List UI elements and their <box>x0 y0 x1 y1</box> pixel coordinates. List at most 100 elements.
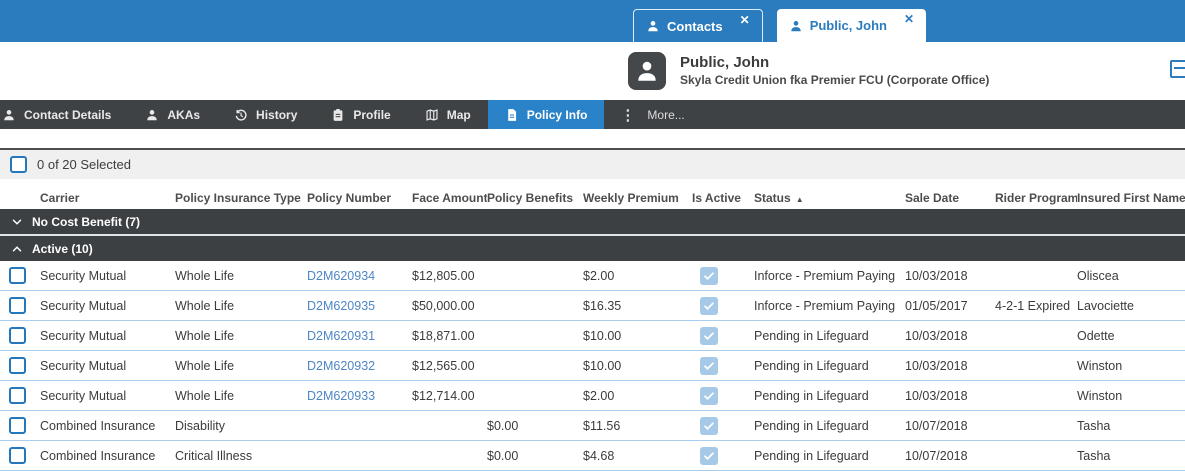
policy-number-link[interactable]: D2M620935 <box>307 298 376 313</box>
nav-label: History <box>256 107 298 122</box>
cell-policy-insurance-type: Disability <box>175 418 226 433</box>
cell-sale-date: 10/03/2018 <box>905 328 968 343</box>
close-icon[interactable]: ✕ <box>739 13 750 27</box>
row-checkbox[interactable] <box>9 327 26 344</box>
row-checkbox[interactable] <box>9 387 26 404</box>
table-row[interactable]: Combined Insurance Critical Illness $0.0… <box>0 441 1185 471</box>
table-row[interactable]: Security Mutual Whole Life D2M620934 $12… <box>0 261 1185 291</box>
is-active-checkbox[interactable] <box>700 386 718 405</box>
is-active-checkbox[interactable] <box>700 266 718 285</box>
map-icon <box>426 108 438 121</box>
check-icon <box>704 301 714 310</box>
col-header-rider-program[interactable]: Rider Program <box>995 190 1077 205</box>
table-row[interactable]: Security Mutual Whole Life D2M620931 $18… <box>0 321 1185 351</box>
nav-map[interactable]: Map <box>408 100 488 129</box>
group-label: Active (10) <box>32 241 93 256</box>
table-row[interactable]: Security Mutual Whole Life D2M620932 $12… <box>0 351 1185 381</box>
table-row[interactable]: Combined Insurance Disability $0.00 $11.… <box>0 411 1185 441</box>
row-checkbox[interactable] <box>9 267 26 284</box>
cell-policy-benefits: $0.00 <box>487 448 519 463</box>
person-icon <box>638 61 656 81</box>
check-icon <box>704 421 714 430</box>
cell-status: Pending in Lifeguard <box>754 328 869 343</box>
tab-bar: Contacts ✕ Public, John ✕ <box>0 0 1185 42</box>
cell-weekly-premium: $11.56 <box>583 418 621 433</box>
nav-contact-details[interactable]: Contact Details <box>0 100 128 129</box>
cell-carrier: Combined Insurance <box>40 448 156 463</box>
tab-contacts[interactable]: Contacts ✕ <box>633 9 763 42</box>
row-checkbox[interactable] <box>9 357 26 374</box>
nav-label: Map <box>446 107 471 122</box>
check-icon <box>704 391 714 400</box>
policy-number-link[interactable]: D2M620932 <box>307 358 376 373</box>
row-checkbox[interactable] <box>9 417 26 434</box>
close-icon[interactable]: ✕ <box>903 12 915 26</box>
cell-carrier: Security Mutual <box>40 388 127 403</box>
history-clock-icon <box>235 108 247 121</box>
kebab-menu-icon: ⋮ <box>620 106 636 124</box>
nav-policy-info[interactable]: Policy Info <box>487 100 605 129</box>
person-icon <box>648 21 658 32</box>
is-active-checkbox[interactable] <box>700 356 718 375</box>
cell-insured-first-name: Odette <box>1077 328 1115 343</box>
nav-more[interactable]: ⋮ More... <box>604 100 700 129</box>
cell-insured-first-name: Tasha <box>1077 418 1111 433</box>
is-active-checkbox[interactable] <box>700 326 718 345</box>
col-header-is-active[interactable]: Is Active <box>692 190 741 205</box>
tab-public-john[interactable]: Public, John ✕ <box>776 9 927 42</box>
sort-asc-icon: ▲ <box>795 194 804 204</box>
is-active-checkbox[interactable] <box>700 296 718 315</box>
col-header-insured-first-name[interactable]: Insured First Name <box>1077 190 1185 205</box>
cell-policy-benefits: $0.00 <box>487 418 519 433</box>
nav-history[interactable]: History <box>217 100 314 129</box>
cell-weekly-premium: $16.35 <box>583 298 622 313</box>
col-header-status[interactable]: Status ▲ <box>754 190 804 205</box>
tab-label: Contacts <box>667 18 723 34</box>
col-header-carrier[interactable]: Carrier <box>40 190 80 205</box>
group-label: No Cost Benefit (7) <box>32 214 140 229</box>
col-header-face-amount[interactable]: Face Amount <box>412 190 487 205</box>
cell-weekly-premium: $10.00 <box>583 328 622 343</box>
cell-policy-insurance-type: Whole Life <box>175 388 235 403</box>
cell-policy-insurance-type: Whole Life <box>175 358 235 373</box>
check-icon <box>704 361 714 370</box>
cell-insured-first-name: Oliscea <box>1077 268 1119 283</box>
spacer <box>0 129 1185 148</box>
nav-akas[interactable]: AKAs <box>128 100 217 129</box>
chevron-down-icon <box>12 219 22 224</box>
policy-number-link[interactable]: D2M620933 <box>307 388 376 403</box>
is-active-checkbox[interactable] <box>700 416 718 435</box>
policy-number-link[interactable]: D2M620931 <box>307 328 376 343</box>
nav-label: AKAs <box>167 107 201 122</box>
cell-face-amount: $12,714.00 <box>412 388 475 403</box>
spacer <box>0 179 1185 186</box>
person-icon <box>147 109 158 120</box>
selection-count: 0 of 20 Selected <box>37 157 131 172</box>
cell-sale-date: 10/03/2018 <box>905 268 968 283</box>
selection-bar: 0 of 20 Selected <box>0 148 1185 179</box>
is-active-checkbox[interactable] <box>700 446 718 465</box>
group-row-active[interactable]: Active (10) <box>0 236 1185 261</box>
nav-profile[interactable]: Profile <box>314 100 407 129</box>
table-row[interactable]: Security Mutual Whole Life D2M620933 $12… <box>0 381 1185 411</box>
row-checkbox[interactable] <box>9 447 26 464</box>
col-header-policy-insurance-type[interactable]: Policy Insurance Type <box>175 190 301 205</box>
col-header-weekly-premium[interactable]: Weekly Premium <box>583 190 679 205</box>
cell-weekly-premium: $10.00 <box>583 358 622 373</box>
table-row[interactable]: Security Mutual Whole Life D2M620935 $50… <box>0 291 1185 321</box>
group-row-no-cost-benefit[interactable]: No Cost Benefit (7) <box>0 209 1185 234</box>
check-icon <box>704 271 714 280</box>
cell-insured-first-name: Winston <box>1077 358 1123 373</box>
col-header-policy-benefits[interactable]: Policy Benefits <box>487 190 574 205</box>
row-checkbox[interactable] <box>9 297 26 314</box>
cell-status: Inforce - Premium Paying <box>754 298 896 313</box>
col-header-policy-number[interactable]: Policy Number <box>307 190 392 205</box>
person-icon <box>791 20 801 31</box>
policy-number-link[interactable]: D2M620934 <box>307 268 376 283</box>
contact-name: Public, John <box>680 53 770 71</box>
clipped-card-icon[interactable] <box>1170 60 1185 78</box>
contact-header: Public, John Skyla Credit Union fka Prem… <box>0 42 1185 100</box>
cell-sale-date: 10/07/2018 <box>905 418 968 433</box>
col-header-sale-date[interactable]: Sale Date <box>905 190 960 205</box>
select-all-checkbox[interactable] <box>10 156 27 173</box>
